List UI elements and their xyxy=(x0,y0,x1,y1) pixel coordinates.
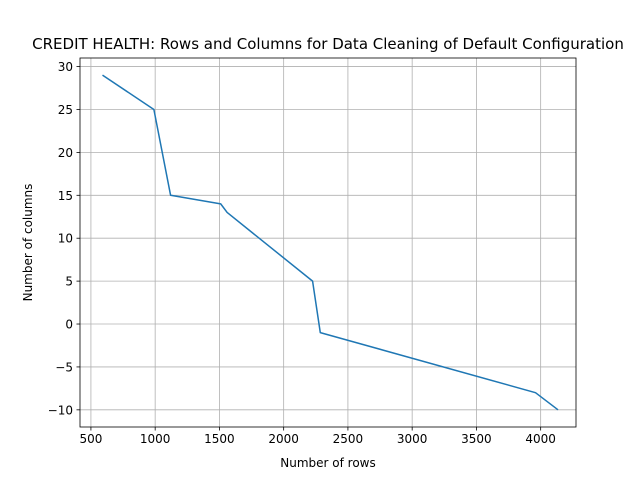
chart-title: CREDIT HEALTH: Rows and Columns for Data… xyxy=(32,35,624,53)
y-tick-label: −5 xyxy=(55,360,73,374)
x-tick-label: 1000 xyxy=(140,432,171,446)
series-line xyxy=(102,74,559,411)
x-tick-label: 3000 xyxy=(397,432,428,446)
x-axis-label: Number of rows xyxy=(280,456,375,470)
y-tick-label: 15 xyxy=(58,189,73,203)
grid-lines xyxy=(80,58,576,427)
x-tick-label: 2000 xyxy=(268,432,299,446)
x-tick-label: 500 xyxy=(79,432,102,446)
x-tick-label: 4000 xyxy=(525,432,556,446)
y-axis-label: Number of columns xyxy=(21,184,35,302)
y-tick-label: 30 xyxy=(58,60,73,74)
y-tick-label: 5 xyxy=(65,275,73,289)
x-tick-label: 3500 xyxy=(461,432,492,446)
y-tick-label: −10 xyxy=(48,403,73,417)
plot-area-frame xyxy=(79,57,577,428)
series-lines xyxy=(102,74,559,411)
y-tick-label: 25 xyxy=(58,103,73,117)
x-tick-label: 1500 xyxy=(204,432,235,446)
y-tick-label: 20 xyxy=(58,146,73,160)
y-tick-label: 0 xyxy=(65,318,73,332)
axis-ticks: 500 1000 1500 2000 2500 3000 3500 4000 −10 −5 0 5 10… xyxy=(48,60,556,446)
x-tick-label: 2500 xyxy=(333,432,364,446)
y-tick-label: 10 xyxy=(58,232,73,246)
